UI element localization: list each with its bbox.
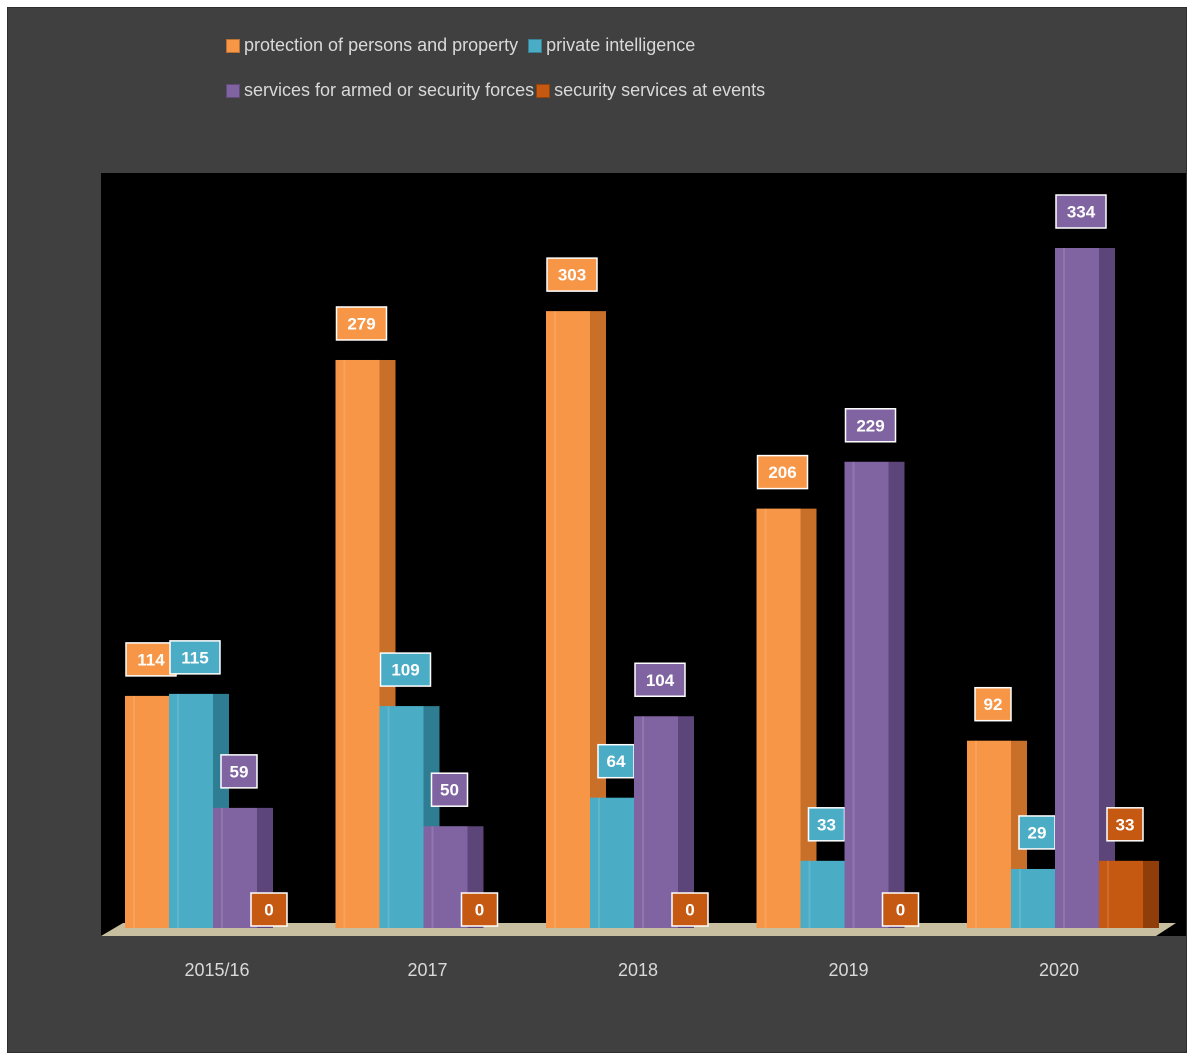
bar (1099, 860, 1143, 928)
data-label-box (1018, 815, 1056, 850)
plot-svg: 114 115 59 0 2015/16 279 109 50 0 2017 303 64 104 0 20… (101, 173, 1186, 980)
bar (590, 797, 634, 928)
bar-highlight (1107, 860, 1109, 928)
data-label-box (756, 454, 809, 490)
data-label: 104 (646, 671, 675, 690)
data-label-box (460, 892, 499, 927)
bar-highlight (975, 740, 977, 928)
legend-item-armed-forces: services for armed or security forces (226, 80, 534, 101)
bar-highlight (764, 508, 767, 928)
data-label-box (169, 640, 221, 675)
bar (335, 359, 380, 928)
bar-side (678, 716, 694, 928)
category-label: 2020 (1039, 960, 1079, 980)
data-label-box (430, 772, 469, 807)
bar-side (888, 461, 905, 928)
legend-label: private intelligence (546, 35, 696, 55)
data-label: 334 (1067, 203, 1096, 222)
bar (423, 826, 468, 928)
bar-highlight (387, 706, 390, 928)
data-label: 114 (137, 650, 165, 669)
bar (379, 706, 424, 928)
legend-swatch (226, 38, 240, 53)
category-label: 2019 (828, 960, 868, 980)
category-label: 2018 (618, 960, 658, 980)
bar (1011, 868, 1055, 928)
data-label-box (125, 642, 177, 677)
data-label-box (807, 807, 846, 842)
data-label-box (379, 652, 432, 687)
bar (1055, 248, 1099, 928)
data-label: 206 (768, 463, 796, 482)
bar-highlight (852, 461, 855, 928)
data-label: 29 (1028, 823, 1047, 842)
data-label: 92 (984, 695, 1003, 714)
legend-row-1: protection of persons and property priva… (226, 35, 705, 56)
bar-highlight (642, 716, 644, 928)
bar (169, 693, 213, 928)
chart-area: protection of persons and property priva… (7, 7, 1187, 1053)
legend-label: protection of persons and property (244, 35, 519, 55)
bar-highlight (221, 807, 223, 928)
data-label-box (634, 662, 686, 698)
legend-swatch (536, 83, 551, 98)
data-label: 59 (230, 762, 249, 781)
legend-swatch (226, 83, 240, 98)
data-label: 229 (856, 416, 884, 435)
data-label: 0 (896, 901, 905, 920)
data-label: 0 (685, 901, 694, 920)
bar-side (1143, 860, 1159, 928)
bar (546, 311, 590, 928)
data-label-box (546, 257, 598, 292)
bar (213, 807, 257, 928)
bar-highlight (598, 797, 600, 928)
data-label: 50 (440, 781, 459, 800)
bar (756, 508, 801, 928)
legend-swatch (528, 38, 543, 53)
legend-item-protection: protection of persons and property (226, 35, 518, 56)
bar-highlight (343, 359, 346, 928)
data-label-box (1106, 807, 1144, 842)
data-label-box (335, 306, 388, 341)
legend-label: services for armed or security forces (244, 80, 535, 100)
bar (634, 716, 678, 928)
category-label: 2017 (407, 960, 447, 980)
legend: protection of persons and property priva… (8, 8, 1186, 128)
legend-item-events: security services at events (536, 80, 765, 101)
bar-highlight (808, 860, 811, 928)
data-label: 64 (607, 752, 626, 771)
legend-item-intelligence: private intelligence (528, 35, 695, 56)
bar-side (1099, 248, 1115, 928)
bar-highlight (177, 693, 179, 928)
category-label: 2015/16 (184, 960, 249, 980)
legend-row-2: services for armed or security forces se… (226, 80, 775, 101)
bar-highlight (431, 826, 434, 928)
data-label: 279 (347, 314, 375, 333)
data-label-box (597, 743, 635, 779)
data-label-box (671, 892, 709, 927)
data-label: 33 (817, 815, 836, 834)
data-label: 115 (181, 648, 208, 667)
bar-highlight (554, 311, 556, 928)
legend-label: security services at events (554, 80, 766, 100)
data-label: 109 (391, 661, 419, 680)
data-label-box (1055, 194, 1107, 229)
bar-highlight (133, 695, 135, 928)
bar-highlight (1019, 868, 1021, 928)
bar (967, 740, 1011, 928)
data-label: 0 (264, 901, 273, 920)
data-label-box (220, 754, 258, 789)
data-label: 303 (558, 266, 586, 285)
bar (844, 461, 889, 928)
data-label: 33 (1116, 815, 1135, 834)
data-label: 0 (475, 901, 484, 920)
data-label-box (250, 892, 288, 927)
bar (125, 695, 169, 928)
data-label-box (881, 892, 920, 927)
data-label-box (974, 686, 1012, 722)
bar-highlight (1063, 248, 1065, 928)
data-label-box (844, 408, 897, 443)
bar (800, 860, 845, 928)
